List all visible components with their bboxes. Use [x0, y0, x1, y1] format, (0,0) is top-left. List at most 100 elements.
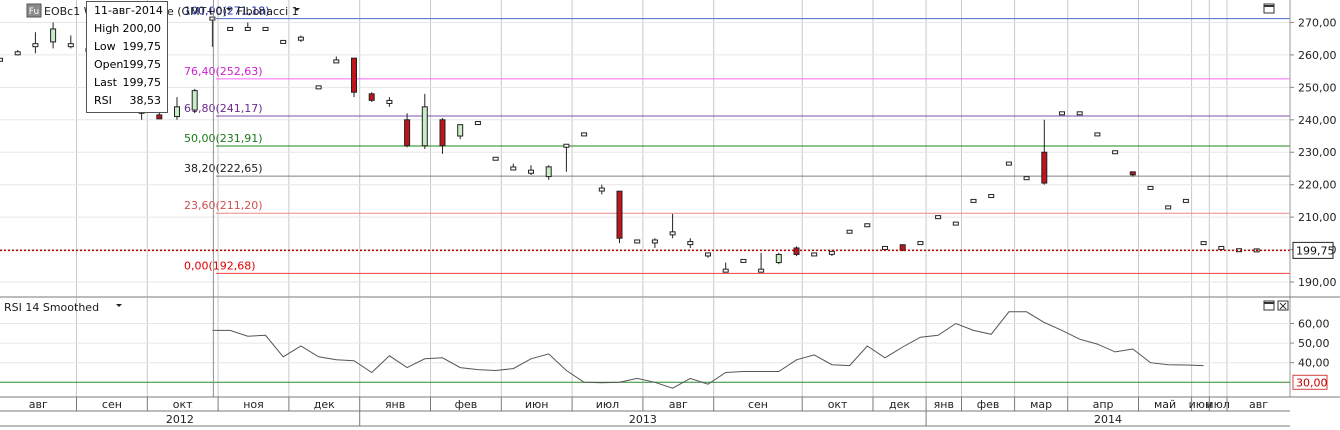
candle: [492, 156, 499, 161]
candle: [722, 262, 729, 273]
fibonacci-levels: 100,00(271,18) 76,40(252,63) 61,80(241,17)…: [184, 5, 1290, 274]
instrument-name[interactable]: EOBc1 W: [44, 5, 95, 18]
chart-header: Fu EOBc1 W e (GMT+0) Fibonacci 1 RSI 14 …: [4, 3, 300, 314]
month-label: янв: [934, 398, 954, 411]
candle-body: [32, 43, 39, 48]
current-price-label: 199,75: [1296, 244, 1335, 257]
candle: [1076, 111, 1083, 116]
current-price-box: [1292, 241, 1334, 259]
tooltip-row-high: High 200,00: [94, 22, 161, 35]
candle-body: [156, 114, 163, 120]
candle: [775, 252, 782, 265]
month-label: апр: [1093, 398, 1114, 411]
chevron-down-icon[interactable]: [116, 304, 122, 307]
candle: [758, 252, 765, 273]
month-label: дек: [314, 398, 335, 411]
candle: [1200, 241, 1207, 246]
price-tick-label: 230,00: [1298, 146, 1337, 159]
restore-icon[interactable]: [1263, 300, 1275, 311]
candle: [404, 113, 411, 148]
candle: [581, 132, 588, 137]
candle: [545, 165, 552, 180]
candle-body: [191, 90, 198, 111]
data-tooltip: 11-авг-2014 High 200,00 Low 199,75 Open 199…: [86, 1, 168, 113]
candle-body: [988, 194, 995, 199]
candle-body: [1218, 245, 1225, 250]
time-axis[interactable]: авг сен окт ноя дек янв фев июн июл авг сен окт дек я…: [0, 396, 1340, 427]
chevron-down-icon[interactable]: [294, 8, 300, 11]
month-label: авг: [669, 398, 688, 411]
price-horizontal-grid: [0, 21, 1290, 283]
month-label: окт: [173, 398, 193, 411]
rsi-tick-label: 40,00: [1298, 357, 1330, 370]
candle-body: [669, 231, 676, 236]
candle-body: [1023, 176, 1030, 181]
maximize-icon[interactable]: [1263, 3, 1275, 14]
candle: [368, 92, 375, 102]
candle-body: [209, 16, 216, 21]
candle-body: [315, 85, 322, 90]
close-panel-icon[interactable]: [1277, 300, 1289, 311]
candle: [669, 213, 676, 239]
candle: [952, 221, 959, 226]
candle: [651, 238, 658, 248]
timezone-label[interactable]: e (GMT+0): [167, 5, 227, 18]
rsi-tick-label: 50,00: [1298, 337, 1330, 350]
candle: [421, 93, 428, 149]
candle-body: [421, 106, 428, 147]
candle: [1041, 119, 1048, 185]
candle: [811, 252, 818, 257]
price-panel[interactable]: 100,00(271,18) 76,40(252,63) 61,80(241,17)…: [0, 0, 1290, 297]
candle-body: [439, 119, 446, 147]
candle: [67, 35, 74, 49]
price-tick-label: 240,00: [1298, 114, 1337, 127]
rsi-panel[interactable]: [0, 297, 1290, 397]
price-axis[interactable]: 270,00 260,00 250,00 240,00 230,00 220,00 210,…: [1289, 0, 1337, 397]
candle: [1112, 150, 1119, 155]
month-label: май: [1154, 398, 1176, 411]
candle: [1165, 205, 1172, 210]
candle: [1129, 171, 1136, 177]
candle-body: [758, 268, 765, 273]
rsi-axis[interactable]: 60,00 50,00 40,00 30,00: [1290, 318, 1330, 390]
candle-body: [705, 252, 711, 257]
month-label: авг: [29, 398, 48, 411]
candle: [1182, 198, 1189, 203]
study-label[interactable]: Fibonacci 1: [237, 5, 299, 18]
rsi-study-label[interactable]: RSI 14 Smoothed: [4, 301, 99, 314]
candle-body: [651, 239, 658, 244]
candle-body: [1147, 185, 1154, 190]
candle-body: [899, 244, 906, 251]
fibonacci-label: 38,20(222,65): [184, 162, 263, 175]
tooltip-row-low: Low 199,75: [94, 40, 161, 53]
candle: [297, 35, 304, 42]
candle-body: [1059, 111, 1065, 116]
year-labels: 2012 2013 2014: [166, 411, 1122, 426]
month-label: июн: [525, 398, 549, 411]
candle-body: [14, 51, 21, 56]
candle: [280, 39, 287, 44]
chevron-down-icon[interactable]: [226, 8, 232, 11]
candle: [333, 56, 340, 64]
fibonacci-label: 50,00(231,91): [184, 132, 263, 145]
candle-body: [67, 43, 74, 48]
candle-body: [634, 239, 641, 244]
tooltip-row-rsi: RSI 38,53: [94, 94, 161, 107]
candle-body: [174, 106, 180, 118]
month-label: сен: [748, 398, 768, 411]
price-tick-label: 220,00: [1298, 179, 1337, 192]
month-label: дек: [889, 398, 910, 411]
candle: [1059, 111, 1065, 116]
candle: [1218, 245, 1225, 250]
candle-body: [563, 143, 570, 148]
year-label: 2013: [629, 413, 657, 426]
candle-body: [1112, 150, 1119, 155]
rsi-tick-label: 60,00: [1298, 318, 1330, 331]
candle-body: [598, 187, 605, 192]
candle: [634, 239, 641, 244]
candle-body: [1094, 132, 1101, 137]
month-label: мар: [1030, 398, 1052, 411]
candle: [846, 229, 853, 234]
candle: [174, 97, 180, 120]
